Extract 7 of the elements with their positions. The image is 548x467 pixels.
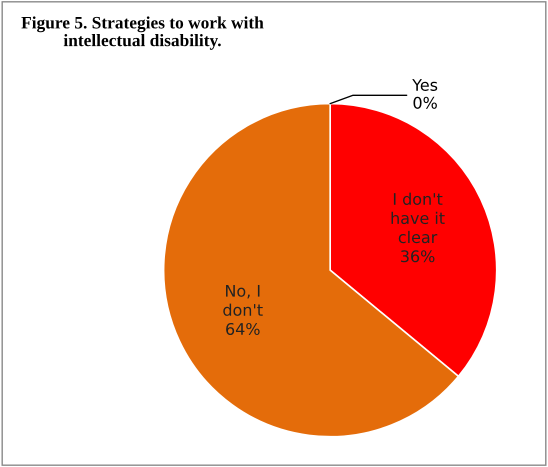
slice-label: I don't have it clear [392, 192, 445, 244]
data-label: 64% [226, 322, 260, 336]
category-label: Yes [412, 79, 438, 91]
chart-title: Figure 5. Strategies to work with intellectual disability. [21, 16, 264, 50]
data-label: 36% [401, 250, 434, 262]
text: 0% [413, 96, 437, 109]
slice-label: No, I don't [223, 284, 263, 316]
